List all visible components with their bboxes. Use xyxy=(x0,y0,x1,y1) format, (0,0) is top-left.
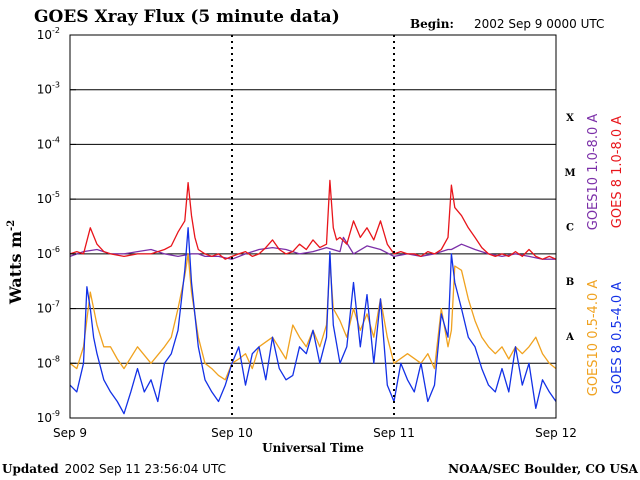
y-tick-label: 10-5 xyxy=(37,190,60,206)
x-tick-labels: Sep 9 Sep 10 Sep 11 Sep 12 xyxy=(53,426,577,440)
y-tick-base: 10 xyxy=(37,28,52,42)
series-line-2 xyxy=(69,179,557,260)
day-dividers xyxy=(231,35,395,418)
footer-updated: Updated 2002 Sep 11 23:56:04 UTC xyxy=(2,462,226,476)
y-axis-label: Watts m-2 xyxy=(6,220,25,305)
legend-entry-3: GOES10 0.5-4.0 A xyxy=(586,280,601,397)
y-tick-label: 10-4 xyxy=(37,135,60,151)
footer-updated-label: Updated xyxy=(2,462,59,476)
y-tick-label: 10-3 xyxy=(37,81,60,97)
series-line-3 xyxy=(69,253,557,381)
y-tick-base: 10 xyxy=(37,192,52,206)
x-tick-label: Sep 10 xyxy=(211,426,253,440)
chart-title: GOES Xray Flux (5 minute data) xyxy=(34,7,340,27)
y-tick-exponent: -2 xyxy=(52,26,60,35)
y-tick-exponent: -3 xyxy=(52,81,60,90)
flare-class-m: M xyxy=(564,168,575,179)
flare-class-b: B xyxy=(566,277,574,288)
begin-value: 2002 Sep 9 0000 UTC xyxy=(474,17,604,31)
grid-layer xyxy=(70,89,556,364)
y-tick-base: 10 xyxy=(37,83,52,97)
y-tick-label: 10-2 xyxy=(37,26,60,42)
x-tick-label: Sep 9 xyxy=(53,426,87,440)
x-tick-label: Sep 12 xyxy=(535,426,577,440)
series-line-4 xyxy=(69,227,557,415)
y-tick-exponent: -8 xyxy=(52,354,60,363)
y-tick-base: 10 xyxy=(37,247,52,261)
y-tick-labels: 10-210-310-410-510-610-710-810-9 xyxy=(37,26,76,425)
flare-class-x: X xyxy=(566,113,574,124)
flare-class-c: C xyxy=(566,223,574,234)
y-tick-label: 10-8 xyxy=(37,354,60,370)
y-tick-exponent: -4 xyxy=(52,135,60,144)
y-tick-base: 10 xyxy=(37,302,52,316)
footer-updated-value: 2002 Sep 11 23:56:04 UTC xyxy=(65,462,226,476)
begin-label: Begin: xyxy=(410,17,454,31)
y-tick-label: 10-9 xyxy=(37,409,60,425)
y-tick-base: 10 xyxy=(37,137,52,151)
y-tick-label: 10-7 xyxy=(37,300,60,316)
flare-class-a: A xyxy=(565,332,574,343)
y-tick-exponent: -9 xyxy=(52,409,60,418)
y-tick-label: 10-6 xyxy=(37,245,60,261)
legend-entry-2: GOES 8 1.0-8.0 A xyxy=(610,116,625,228)
flare-class-labels: X M C B A xyxy=(564,113,575,343)
footer-credit: NOAA/SEC Boulder, CO USA xyxy=(448,462,639,476)
y-tick-base: 10 xyxy=(37,356,52,370)
y-tick-exponent: -5 xyxy=(52,190,60,199)
legend-entry-1: GOES10 1.0-8.0 A xyxy=(586,114,601,231)
y-tick-base: 10 xyxy=(37,411,52,425)
x-axis-label: Universal Time xyxy=(262,441,364,455)
y-axis-label-text: Watts m xyxy=(6,231,25,305)
plot-frame xyxy=(69,34,557,419)
series-layer xyxy=(69,179,557,415)
legend-entry-4: GOES 8 0.5-4.0 A xyxy=(610,282,625,394)
x-tick-label: Sep 11 xyxy=(373,426,415,440)
legend: GOES10 1.0-8.0 A GOES 8 1.0-8.0 A GOES10 0… xyxy=(586,114,625,397)
y-axis-label-exponent: -2 xyxy=(6,220,17,231)
y-tick-exponent: -7 xyxy=(52,300,60,309)
y-tick-exponent: -6 xyxy=(52,245,60,254)
